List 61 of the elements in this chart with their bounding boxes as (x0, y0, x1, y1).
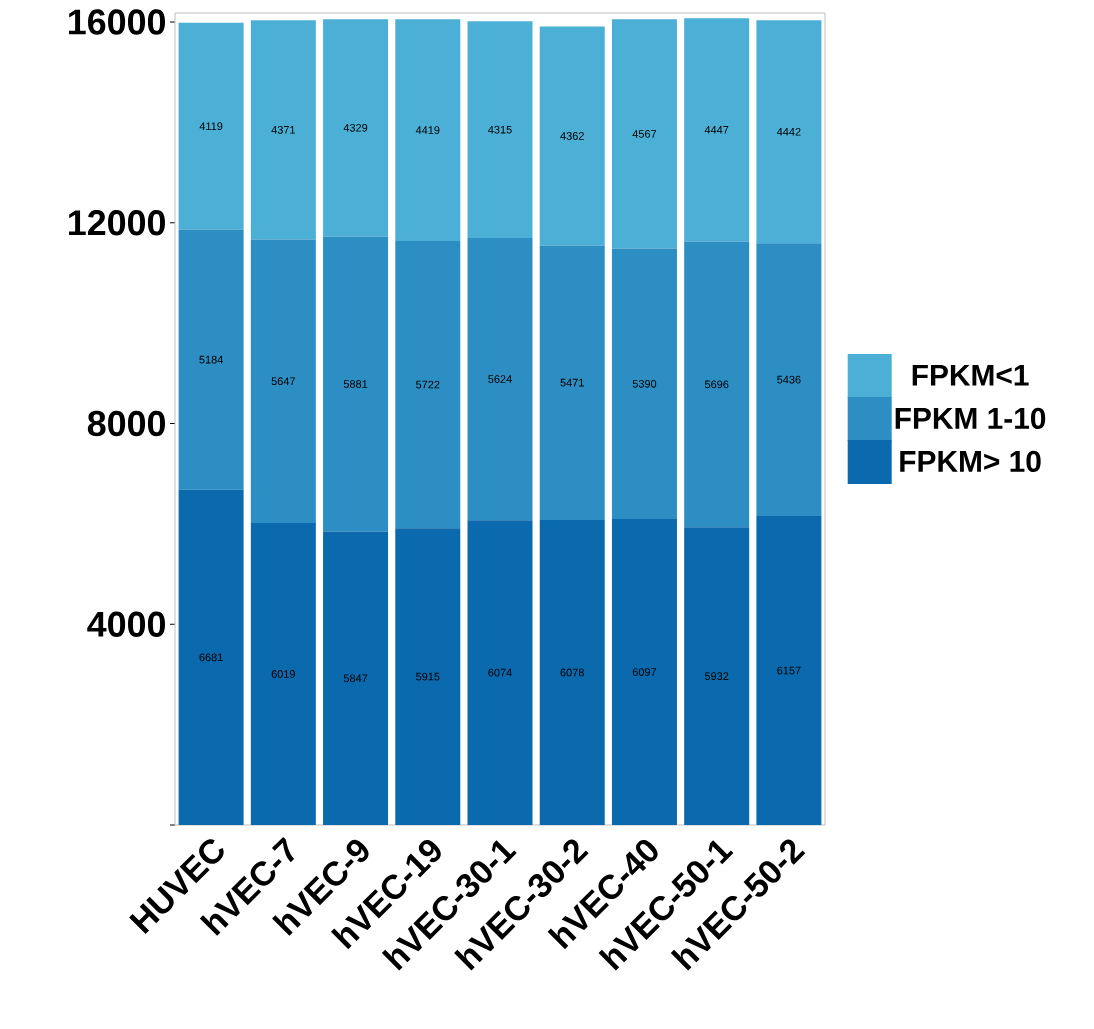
data-label: 5471 (560, 378, 584, 387)
data-label: 4447 (704, 126, 729, 134)
legend-label: FPKM<1 (912, 364, 1029, 386)
data-label: 4442 (776, 127, 801, 136)
bar (684, 241, 750, 528)
bar (178, 229, 244, 490)
bar (467, 520, 533, 825)
bar (178, 22, 244, 230)
data-label: 5722 (416, 380, 440, 389)
data-label: 4315 (488, 125, 512, 134)
data-label: 4119 (199, 122, 223, 131)
data-label: 5390 (632, 379, 657, 388)
bar (250, 522, 316, 825)
y-tick-label: 8000 (87, 410, 165, 437)
data-label: 5915 (416, 672, 440, 681)
bar (611, 248, 677, 520)
bar (250, 20, 316, 240)
bar (395, 240, 461, 529)
data-label: 6078 (560, 668, 584, 677)
bar (467, 21, 533, 238)
y-tick-label: 16000 (69, 9, 165, 35)
data-label: 6019 (271, 670, 295, 678)
data-label: 5881 (343, 380, 368, 388)
data-label: 5847 (343, 674, 368, 683)
data-label: 6157 (777, 666, 801, 675)
data-label: 4419 (415, 126, 440, 134)
bar (611, 519, 677, 825)
data-label: 4371 (271, 125, 295, 134)
bar (539, 245, 605, 520)
bar (395, 528, 461, 825)
y-tick-label: 12000 (69, 210, 165, 236)
bar (756, 243, 822, 516)
bar (611, 19, 677, 249)
data-label: 5696 (704, 380, 729, 389)
bar (539, 519, 605, 825)
data-label: 5647 (271, 377, 295, 386)
data-label: 4362 (560, 132, 584, 140)
bar (250, 239, 316, 523)
bar (323, 19, 389, 237)
data-label: 5624 (488, 375, 512, 383)
bar (467, 237, 533, 521)
data-label: 6681 (199, 653, 223, 662)
y-tick-label: 4000 (87, 611, 165, 637)
data-label: 6074 (488, 668, 512, 677)
bar (323, 236, 389, 532)
bar (684, 18, 750, 242)
data-label: 4567 (632, 130, 657, 138)
bar (756, 516, 822, 825)
bar (756, 20, 822, 244)
bar (323, 531, 389, 825)
data-label: 5436 (777, 375, 801, 384)
bar (395, 19, 461, 241)
data-label: 5184 (199, 355, 223, 364)
bar (178, 489, 244, 825)
data-label: 5932 (704, 672, 729, 681)
bar (684, 527, 750, 825)
bar (539, 26, 605, 246)
legend-label: FPKM 1-10 (895, 407, 1046, 429)
data-label: 4329 (343, 123, 368, 132)
legend-label: FPKM> 10 (900, 450, 1041, 472)
data-label: 6097 (632, 668, 657, 676)
